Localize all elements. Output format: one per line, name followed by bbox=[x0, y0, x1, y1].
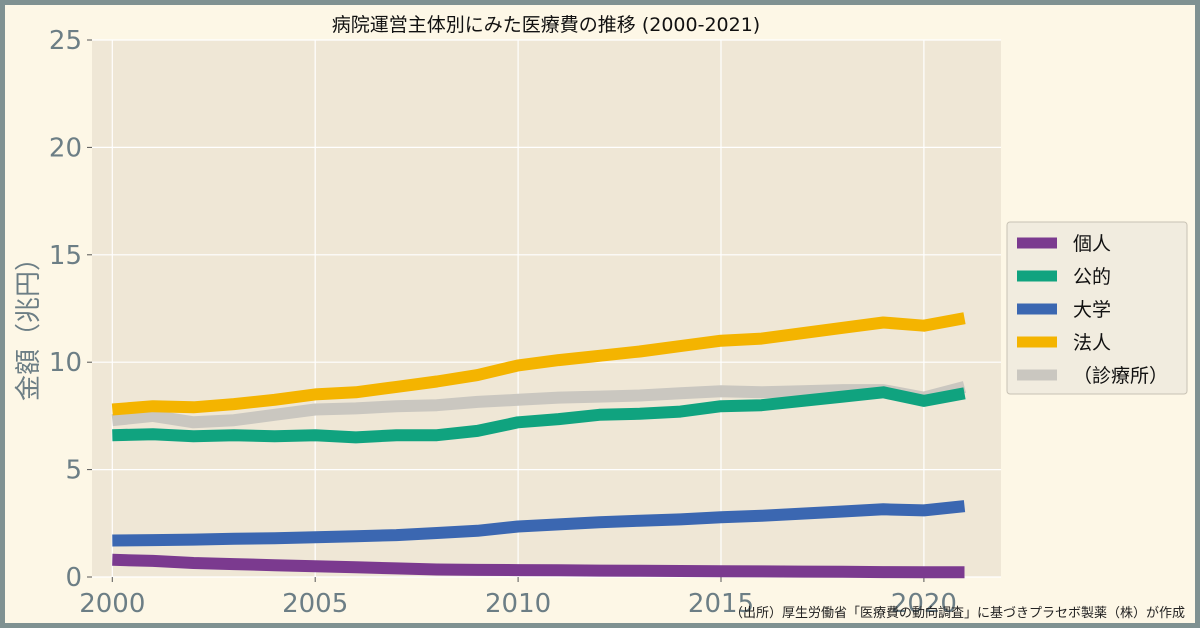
y-tick-label: 10 bbox=[49, 348, 82, 378]
source-note: （出所）厚生労働省「医療費の動向調査」に基づきプラセボ製薬（株）が作成 bbox=[730, 605, 1185, 621]
x-tick-label: 2000 bbox=[79, 589, 145, 619]
series-line-0 bbox=[112, 553, 965, 579]
series-line-2 bbox=[112, 500, 966, 547]
legend-label: 法人 bbox=[1073, 332, 1111, 354]
line-chart: 0 5 10 15 20 25 2000 2005 2010 2015 2020 病院運営主体別にみ… bbox=[14, 14, 1188, 621]
x-tick-label: 2020 bbox=[891, 589, 957, 619]
chart-frame: 0 5 10 15 20 25 2000 2005 2010 2015 2020 病院運営主体別にみ… bbox=[5, 5, 1195, 623]
x-tick-label: 2005 bbox=[282, 589, 348, 619]
legend-label: 個人 bbox=[1073, 233, 1111, 255]
legend-label: 大学 bbox=[1073, 299, 1111, 321]
axes: 0 5 10 15 20 25 2000 2005 2010 2015 2020 bbox=[49, 26, 957, 619]
grid-lines bbox=[92, 39, 1001, 578]
legend-box bbox=[1006, 221, 1188, 395]
plot-area bbox=[92, 40, 1001, 577]
y-tick-label: 15 bbox=[49, 241, 82, 271]
y-tick-label: 25 bbox=[49, 26, 82, 56]
legend-label: （診療所） bbox=[1073, 365, 1168, 387]
legend-label: 公的 bbox=[1073, 266, 1111, 288]
y-tick-label: 5 bbox=[65, 456, 82, 486]
chart-title: 病院運営主体別にみた医療費の推移 (2000-2021) bbox=[332, 14, 760, 36]
y-axis-label: 金額（兆円） bbox=[14, 245, 44, 401]
y-tick-label: 20 bbox=[49, 133, 82, 163]
y-tick-label: 0 bbox=[65, 563, 82, 593]
series-line-1 bbox=[112, 386, 966, 444]
x-tick-label: 2010 bbox=[485, 589, 551, 619]
series-line-4 bbox=[111, 381, 967, 429]
series-line-3 bbox=[111, 312, 966, 416]
x-tick-label: 2015 bbox=[688, 589, 754, 619]
series-layer bbox=[111, 312, 967, 579]
